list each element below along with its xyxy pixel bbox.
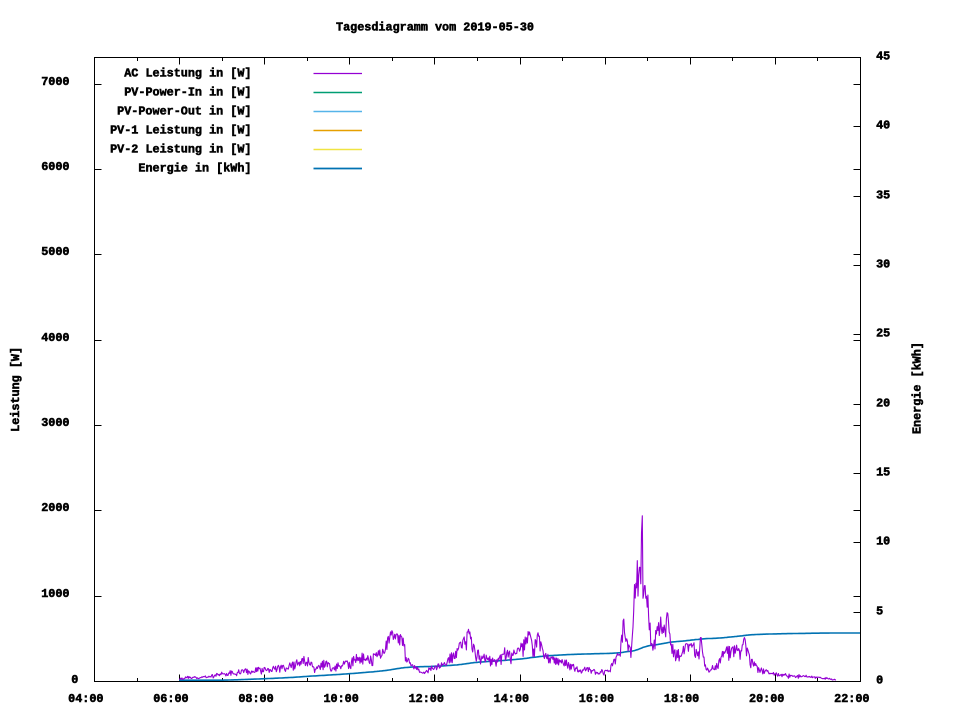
svg-text:10: 10 [876, 535, 890, 549]
svg-text:30: 30 [876, 258, 890, 272]
svg-text:AC Leistung in [W]: AC Leistung in [W] [124, 67, 251, 81]
svg-text:2000: 2000 [41, 501, 69, 515]
svg-text:6000: 6000 [41, 160, 69, 174]
svg-text:04:00: 04:00 [68, 692, 103, 706]
svg-text:45: 45 [876, 50, 890, 64]
svg-text:0: 0 [71, 673, 78, 687]
svg-text:PV-1 Leistung in [W]: PV-1 Leistung in [W] [110, 124, 251, 138]
svg-text:Leistung [W]: Leistung [W] [9, 347, 23, 432]
svg-text:16:00: 16:00 [579, 692, 614, 706]
svg-text:0: 0 [876, 674, 883, 688]
svg-text:14:00: 14:00 [494, 692, 529, 706]
svg-text:18:00: 18:00 [664, 692, 699, 706]
svg-text:3000: 3000 [41, 416, 69, 430]
svg-text:PV-2 Leistung in [W]: PV-2 Leistung in [W] [110, 143, 251, 157]
svg-text:5000: 5000 [41, 245, 69, 259]
svg-text:5: 5 [876, 605, 883, 619]
svg-text:20:00: 20:00 [749, 692, 784, 706]
svg-text:15: 15 [876, 466, 890, 480]
svg-text:PV-Power-Out in [W]: PV-Power-Out in [W] [117, 105, 251, 119]
svg-text:Tagesdiagramm vom 2019-05-30: Tagesdiagramm vom 2019-05-30 [336, 21, 534, 35]
svg-text:20: 20 [876, 397, 890, 411]
svg-text:1000: 1000 [41, 587, 69, 601]
svg-text:Energie in [kWh]: Energie in [kWh] [138, 162, 251, 176]
svg-text:12:00: 12:00 [409, 692, 444, 706]
svg-text:Energie [kWh]: Energie [kWh] [910, 342, 924, 434]
svg-text:35: 35 [876, 189, 890, 203]
svg-text:08:00: 08:00 [238, 692, 273, 706]
svg-text:4000: 4000 [41, 331, 69, 345]
svg-text:7000: 7000 [41, 75, 69, 89]
svg-text:40: 40 [876, 119, 890, 133]
svg-text:PV-Power-In in [W]: PV-Power-In in [W] [124, 86, 251, 100]
svg-text:25: 25 [876, 327, 890, 341]
svg-text:22:00: 22:00 [834, 692, 869, 706]
svg-text:10:00: 10:00 [323, 692, 358, 706]
svg-text:06:00: 06:00 [153, 692, 188, 706]
